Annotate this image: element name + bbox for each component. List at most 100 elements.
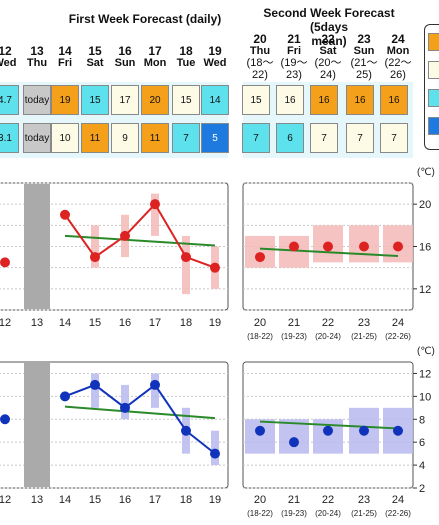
data-point <box>60 209 70 220</box>
legend-swatch <box>428 33 439 51</box>
min-temp-cell: 6 <box>276 123 304 153</box>
min-temp-cell: 11 <box>81 123 109 153</box>
x-tick-label: 17 <box>149 494 161 506</box>
x-tick-label: 20 <box>254 317 266 329</box>
second-week-day-21: 21 Fri (19〜 23) <box>276 33 312 81</box>
x-tick-label: 19 <box>209 317 221 329</box>
y-tick-label: 6 <box>419 437 425 449</box>
data-point <box>90 252 100 263</box>
y-tick-label: 2 <box>419 483 425 495</box>
second-week-title-line2: mean) <box>311 34 347 48</box>
day-of-week: Sun <box>353 45 375 57</box>
x-tick-label: 20 <box>254 494 266 506</box>
day-of-week: Thu <box>249 45 271 57</box>
day-of-week: Mon <box>143 57 167 69</box>
day-of-week: Sun <box>114 57 136 69</box>
x-tick-sublabel: (20-24) <box>315 332 341 341</box>
first-week-day-18: 18 Tue <box>170 45 202 69</box>
x-tick-label: 15 <box>89 317 101 329</box>
max-temp-cell: 16 <box>346 85 374 115</box>
unit-label: (℃) <box>417 346 435 357</box>
data-point <box>359 241 369 252</box>
day-of-week: Thu <box>26 57 48 69</box>
second-week-day-24: 24 Mon (22〜 26) <box>380 33 416 81</box>
day-number: 23 <box>357 32 371 46</box>
x-tick-label: 18 <box>180 317 192 329</box>
day-number: 15 <box>88 44 102 58</box>
y-tick-label: 8 <box>419 414 425 426</box>
data-point <box>150 199 160 210</box>
x-tick-label: 12 <box>0 494 11 506</box>
min-temp-cell: 11 <box>141 123 169 153</box>
x-tick-label: 14 <box>59 494 71 506</box>
data-point <box>210 448 220 459</box>
day-of-week: Tue <box>176 57 196 69</box>
data-point <box>359 425 369 436</box>
min-temp-cell: 5 <box>201 123 229 153</box>
range-box <box>91 225 99 268</box>
x-tick-sublabel: (19-23) <box>281 509 307 518</box>
y-tick-label: 10 <box>419 391 431 403</box>
x-tick-label: 23 <box>358 494 370 506</box>
data-point <box>0 414 10 425</box>
x-tick-label: 15 <box>89 494 101 506</box>
x-tick-sublabel: (22-26) <box>385 509 411 518</box>
max-temp-cell: 4.7 <box>0 85 19 115</box>
today-marker <box>24 184 50 309</box>
range-box <box>279 419 309 454</box>
day-number: 17 <box>148 44 162 58</box>
x-tick-label: 16 <box>119 317 131 329</box>
x-tick-sublabel: (18-22) <box>247 509 273 518</box>
day-number: 21 <box>287 32 301 46</box>
second-week-day-20: 20 Thu (18〜 22) <box>242 33 278 81</box>
x-tick-sublabel: (21-25) <box>351 332 377 341</box>
first-week-day-19: 19 Wed <box>199 45 231 69</box>
day-range-end: 26) <box>390 69 406 81</box>
min-temp-cell: 7 <box>346 123 374 153</box>
x-tick-sublabel: (22-26) <box>385 332 411 341</box>
legend-swatch <box>428 89 439 107</box>
day-range-start: (19〜 <box>280 57 308 69</box>
data-point <box>255 252 265 263</box>
x-tick-label: 22 <box>322 317 334 329</box>
range-box <box>182 235 190 295</box>
day-number: 12 <box>0 44 12 58</box>
data-point <box>181 425 191 436</box>
y-tick-label: 16 <box>419 242 431 254</box>
first-week-day-15: 15 Sat <box>79 45 111 69</box>
second-week-day-23: 23 Sun (21〜 25) <box>346 33 382 81</box>
max-temp-cell: 19 <box>51 85 79 115</box>
day-range-start: (18〜 <box>246 57 274 69</box>
today-marker <box>24 363 50 487</box>
x-tick-sublabel: (20-24) <box>315 509 341 518</box>
data-point <box>150 379 160 390</box>
y-tick-label: 20 <box>419 199 431 211</box>
data-point <box>181 252 191 263</box>
x-tick-label: 24 <box>392 317 404 329</box>
data-point <box>0 257 10 268</box>
color-legend <box>424 24 439 150</box>
series-line <box>64 202 216 269</box>
second-week-day-22: 22 Sat (20〜 24) <box>310 33 346 81</box>
trend-line <box>259 420 399 430</box>
trend-line <box>64 405 216 420</box>
max-temp-cell: 16 <box>380 85 408 115</box>
first-week-day-16: 16 Sun <box>109 45 141 69</box>
day-range-end: 25) <box>356 69 372 81</box>
range-box <box>151 373 159 408</box>
day-of-week: Wed <box>203 57 227 69</box>
x-tick-label: 18 <box>180 494 192 506</box>
first-week-day-13: 13 Thu <box>21 45 53 69</box>
x-tick-label: 21 <box>288 317 300 329</box>
day-of-week: Sat <box>86 57 104 69</box>
day-number: 18 <box>179 44 193 58</box>
day-number: 24 <box>391 32 405 46</box>
range-box <box>121 384 129 420</box>
day-number: 19 <box>208 44 222 58</box>
x-tick-label: 13 <box>31 317 43 329</box>
day-of-week: Fri <box>286 45 302 57</box>
x-tick-label: 24 <box>392 494 404 506</box>
data-point <box>210 262 220 273</box>
range-box <box>245 419 275 454</box>
range-box <box>91 373 99 408</box>
